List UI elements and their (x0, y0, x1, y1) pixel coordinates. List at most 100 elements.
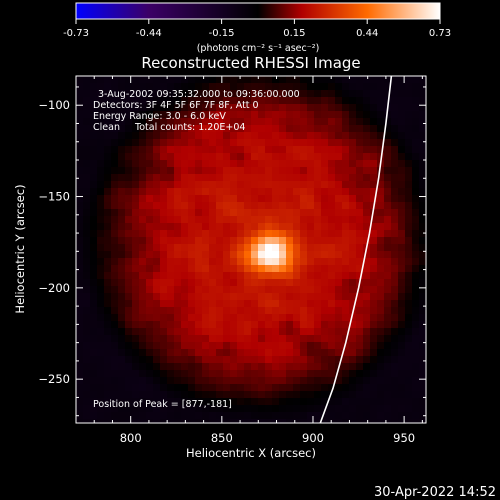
heatmap-cell (118, 132, 126, 140)
heatmap-cell (83, 230, 91, 238)
heatmap-cell (391, 104, 399, 112)
heatmap-cell (286, 195, 294, 203)
heatmap-cell (132, 335, 140, 343)
heatmap-cell (139, 188, 147, 196)
heatmap-cell (111, 111, 119, 119)
heatmap-cell (237, 97, 245, 105)
heatmap-cell (335, 97, 343, 105)
y-tick-label: −150 (38, 190, 70, 204)
heatmap-cell (230, 146, 238, 154)
heatmap-cell (167, 293, 175, 301)
heatmap-cell (111, 272, 119, 280)
heatmap-cell (209, 342, 217, 350)
heatmap-cell (153, 153, 161, 161)
heatmap-cell (384, 356, 392, 364)
heatmap-cell (258, 111, 266, 119)
heatmap-cell (363, 237, 371, 245)
heatmap-cell (209, 314, 217, 322)
heatmap-cell (300, 363, 308, 371)
heatmap-cell (391, 153, 399, 161)
heatmap-cell (209, 300, 217, 308)
heatmap-cell (83, 216, 91, 224)
heatmap-cell (328, 97, 336, 105)
heatmap-cell (209, 279, 217, 287)
heatmap-cell (349, 146, 357, 154)
heatmap-cell (419, 188, 426, 196)
heatmap-cell (272, 174, 280, 182)
heatmap-cell (111, 412, 119, 420)
heatmap-cell (391, 188, 399, 196)
heatmap-cell (153, 272, 161, 280)
heatmap-cell (335, 349, 343, 357)
heatmap-cell (83, 384, 91, 392)
heatmap-cell (76, 230, 84, 238)
heatmap-cell (167, 223, 175, 231)
heatmap-cell (125, 153, 133, 161)
heatmap-cell (195, 195, 203, 203)
heatmap-cell (83, 90, 91, 98)
heatmap-cell (230, 363, 238, 371)
heatmap-cell (97, 174, 105, 182)
heatmap-cell (321, 90, 329, 98)
heatmap-cell (146, 160, 154, 168)
heatmap-cell (97, 258, 105, 266)
heatmap-cell (244, 139, 252, 147)
heatmap-cell (265, 160, 273, 168)
heatmap-cell (216, 321, 224, 329)
heatmap-cell (391, 167, 399, 175)
heatmap-cell (237, 258, 245, 266)
heatmap-cell (104, 202, 112, 210)
heatmap-cell (384, 209, 392, 217)
heatmap-cell (370, 419, 378, 423)
heatmap-cell (125, 104, 133, 112)
heatmap-cell (216, 307, 224, 315)
heatmap-cell (258, 419, 266, 423)
heatmap-cell (412, 377, 420, 385)
heatmap-cell (279, 83, 287, 91)
heatmap-cell (209, 132, 217, 140)
heatmap-cell (370, 104, 378, 112)
heatmap-cell (132, 76, 140, 84)
heatmap-cell (370, 398, 378, 406)
heatmap-cell (167, 251, 175, 259)
heatmap-cell (258, 307, 266, 315)
heatmap-cell (335, 398, 343, 406)
heatmap-cell (398, 405, 406, 413)
heatmap-cell (286, 412, 294, 420)
heatmap-cell (251, 146, 259, 154)
heatmap-cell (321, 342, 329, 350)
heatmap-cell (370, 83, 378, 91)
heatmap-cell (391, 181, 399, 189)
heatmap-cell (209, 181, 217, 189)
heatmap-cell (118, 286, 126, 294)
heatmap-cell (265, 279, 273, 287)
colorbar-unit-label: (photons cm⁻² s⁻¹ asec⁻²) (197, 43, 320, 54)
heatmap-cell (314, 293, 322, 301)
heatmap-cell (363, 146, 371, 154)
heatmap-cell (195, 391, 203, 399)
heatmap-cell (209, 76, 217, 84)
heatmap-cell (342, 223, 350, 231)
heatmap-cell (223, 328, 231, 336)
heatmap-cell (349, 153, 357, 161)
heatmap-cell (363, 181, 371, 189)
heatmap-cell (195, 342, 203, 350)
heatmap-cell (237, 314, 245, 322)
heatmap-cell (160, 286, 168, 294)
heatmap-cell (195, 230, 203, 238)
heatmap-cell (328, 328, 336, 336)
heatmap-cell (293, 377, 301, 385)
heatmap-cell (146, 202, 154, 210)
heatmap-cell (272, 167, 280, 175)
heatmap-cell (237, 104, 245, 112)
heatmap-cell (286, 160, 294, 168)
heatmap-cell (202, 342, 210, 350)
heatmap-cell (307, 398, 315, 406)
heatmap-cell (139, 181, 147, 189)
heatmap-cell (356, 405, 364, 413)
heatmap-cell (104, 307, 112, 315)
heatmap-cell (356, 314, 364, 322)
heatmap-cell (293, 349, 301, 357)
heatmap-cell (202, 272, 210, 280)
heatmap-cell (321, 104, 329, 112)
